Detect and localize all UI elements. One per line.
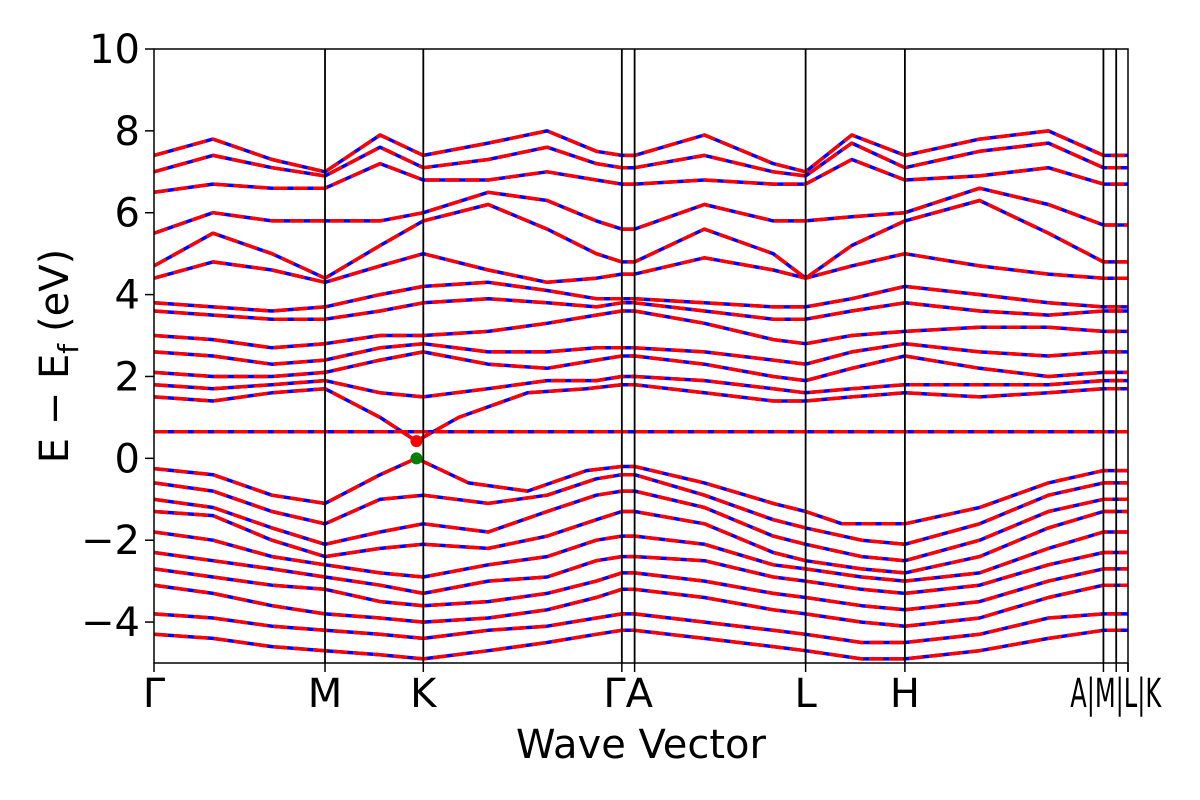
x-tick-label-1: M [308,671,343,717]
band-line-down-19 [154,198,1128,280]
band-line-down-11 [154,382,1128,443]
x-tick-label-3: ΓA [603,671,653,717]
band-line-down-22 [154,141,1128,178]
band-line-down-8 [154,583,1128,628]
band-line-down-3 [154,489,1128,563]
band-line-down-12 [154,374,1128,399]
y-axis-ticks: −4 −2 0 2 4 6 8 10 [81,27,154,646]
plot-frame [153,48,1129,664]
y-tick-label-6: 8 [115,109,140,155]
y-tick-label-3: 2 [115,354,140,400]
band-line-down-16 [154,296,1128,321]
band-line-down-21 [154,157,1128,195]
band-line-down-5 [154,530,1128,583]
band-line-down-6 [154,550,1128,596]
band-line-down-7 [154,567,1128,612]
y-tick-label-4: 4 [115,273,140,319]
band-line-down-20 [154,186,1128,235]
band-line-down-23 [154,129,1128,174]
band-line-down-9 [154,612,1128,645]
x-tick-label-0: Γ [143,671,166,717]
band-line-down-14 [154,341,1128,366]
y-tick-label-5: 6 [115,191,140,237]
band-line-down-10 [154,628,1128,661]
y-axis-label-sub: f [52,343,85,354]
band-line-down-4 [154,509,1128,575]
x-tick-label-4: L [794,671,817,717]
band-line-down-15 [154,309,1128,350]
band-line-down-17 [154,280,1128,313]
x-tick-label-5: H [890,671,920,717]
y-tick-label-2: 0 [115,436,140,482]
y-tick-label-0: −4 [81,600,140,646]
y-axis-label-unit: (eV) [32,249,78,332]
x-tick-label-6: A|M|L|K [1070,671,1162,717]
y-axis-label: E − Ef (eV) [32,249,85,464]
marker-vbm [410,452,423,465]
y-tick-label-1: −2 [81,518,140,564]
y-axis-label-main: E − E [32,354,78,464]
y-tick-label-7: 10 [89,27,140,73]
band-line-down-2 [154,472,1128,547]
band-line-down-1 [154,456,1128,526]
x-tick-label-2: K [410,671,438,717]
band-line-down-13 [154,350,1128,383]
markers-layer [410,435,423,465]
band-line-down-18 [154,251,1128,285]
x-axis-ticks: Γ M K ΓA L H A|M|L|K [143,663,1162,717]
marker-cbm [410,435,423,448]
kpoint-lines [324,49,1118,663]
x-axis-label: Wave Vector [516,722,767,768]
bands-layer [154,129,1128,661]
